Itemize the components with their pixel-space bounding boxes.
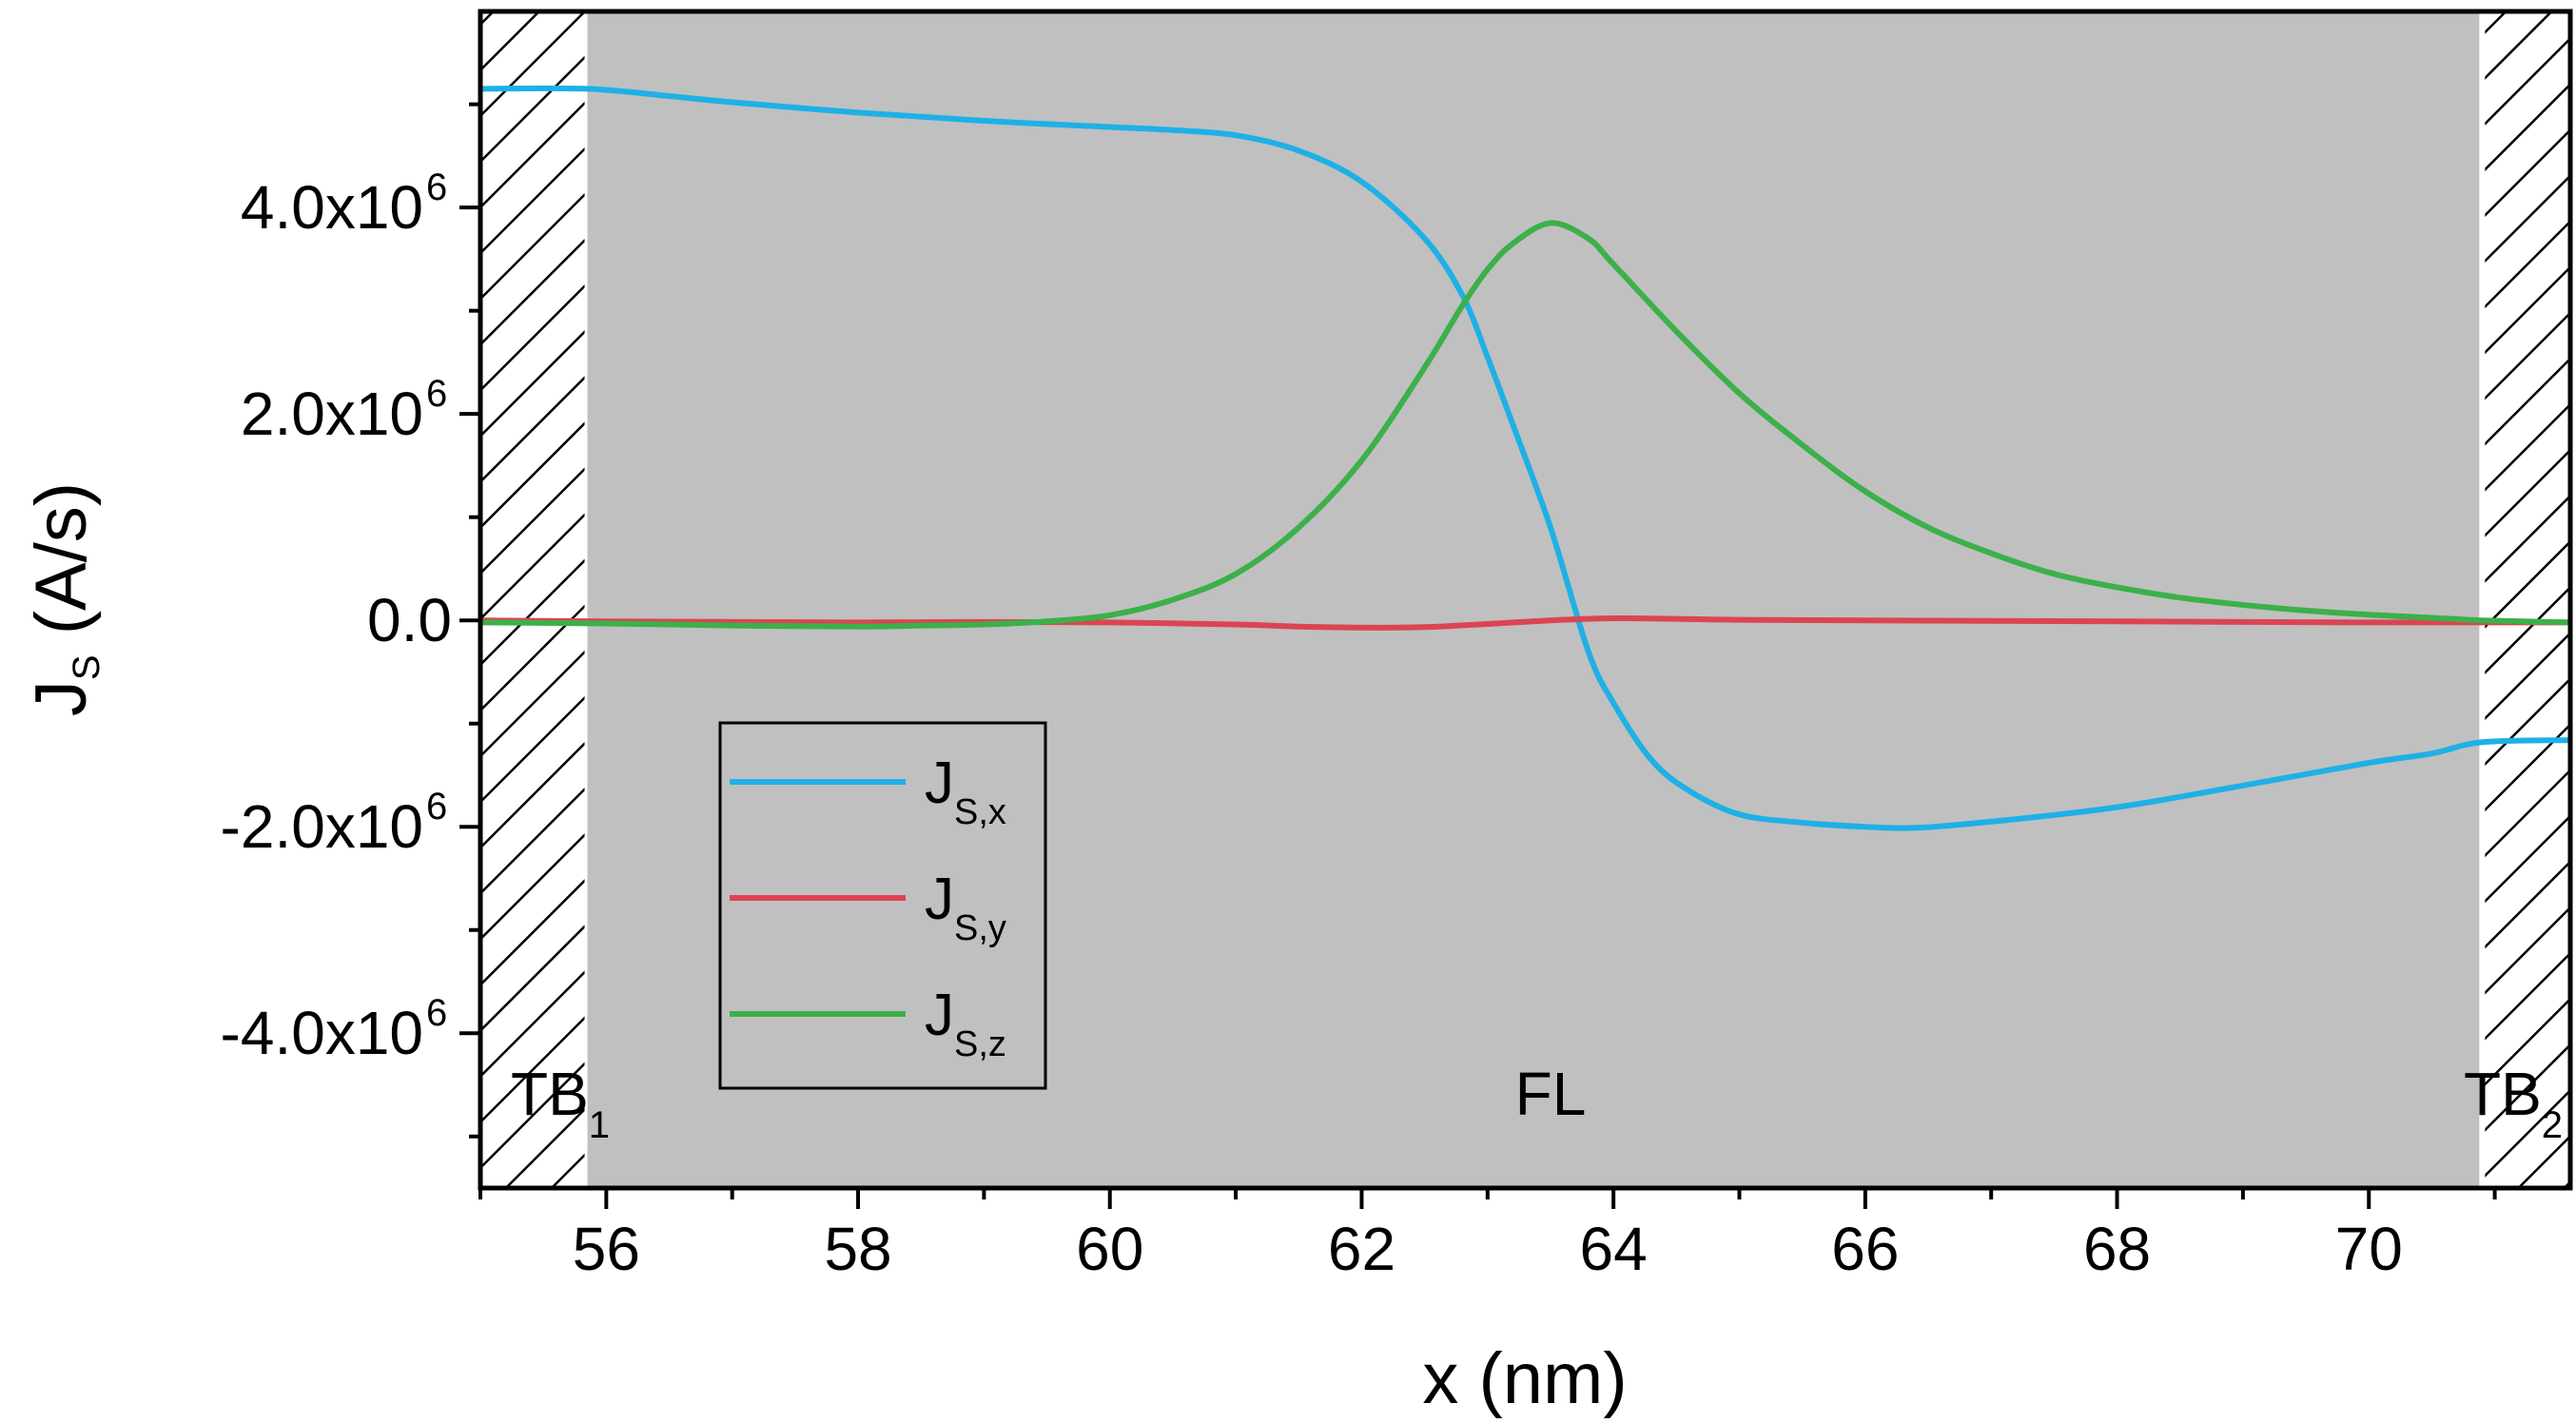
legend-label: JS,y [925,867,1006,948]
y-axis: 4.0x10 62.0x10 60.0-2.0x10 6-4.0x10 6 [221,102,480,1139]
y-tick-label: -4.0x10 [221,999,423,1067]
x-axis: 56 58 60 62 64 66 68 70 [478,1188,2497,1283]
y-axis-title-unit: (A/s) [21,482,102,655]
series-line-s-x [480,85,2570,831]
x-tick-label: 62 [1328,1215,1395,1283]
region-tb2 [2482,11,2570,1188]
x-tick-label: 66 [1831,1215,1899,1283]
region-label-tb1: TB1 [511,1060,610,1146]
legend-label: JS,z [925,983,1006,1064]
y-axis-title-sub: S [66,654,107,680]
series-line-s-y [480,614,2570,631]
legend: JS,x JS,y JS,z [718,721,1047,1090]
legend-label: JS,x [925,750,1006,832]
x-tick-label: 56 [573,1215,640,1283]
y-tick-label: -2.0x10 [221,792,423,861]
x-tick-label: 68 [2083,1215,2151,1283]
x-tick-label: 60 [1076,1215,1143,1283]
y-tick-label: 2.0x10 [241,380,423,448]
axis-titles: x (nm) JS (A/s) [21,482,1628,1419]
y-tick-exponent: 6 [426,373,447,415]
x-tick-label: 64 [1580,1215,1648,1283]
series-line-s-z [480,220,2570,630]
series-group [480,85,2570,831]
y-tick-exponent: 6 [426,166,447,208]
plot-frame [478,9,2573,1191]
y-tick-exponent: 6 [426,992,447,1034]
region-tb1 [480,11,588,1188]
y-axis-title: JS (A/s) [21,482,107,716]
y-tick-label: 4.0x10 [241,173,423,242]
y-axis-title-main: J [21,680,102,716]
y-tick-label: 0.0 [367,586,452,654]
x-axis-title: x (nm) [1422,1338,1627,1419]
x-tick-label: 58 [824,1215,891,1283]
y-tick-exponent: 6 [426,786,447,828]
region-label-tb2: TB2 [2464,1060,2563,1146]
x-tick-label: 70 [2335,1215,2403,1283]
region-label-fl: FL [1515,1060,1587,1128]
region-labels: TB1 FL TB2 [511,1060,2563,1146]
